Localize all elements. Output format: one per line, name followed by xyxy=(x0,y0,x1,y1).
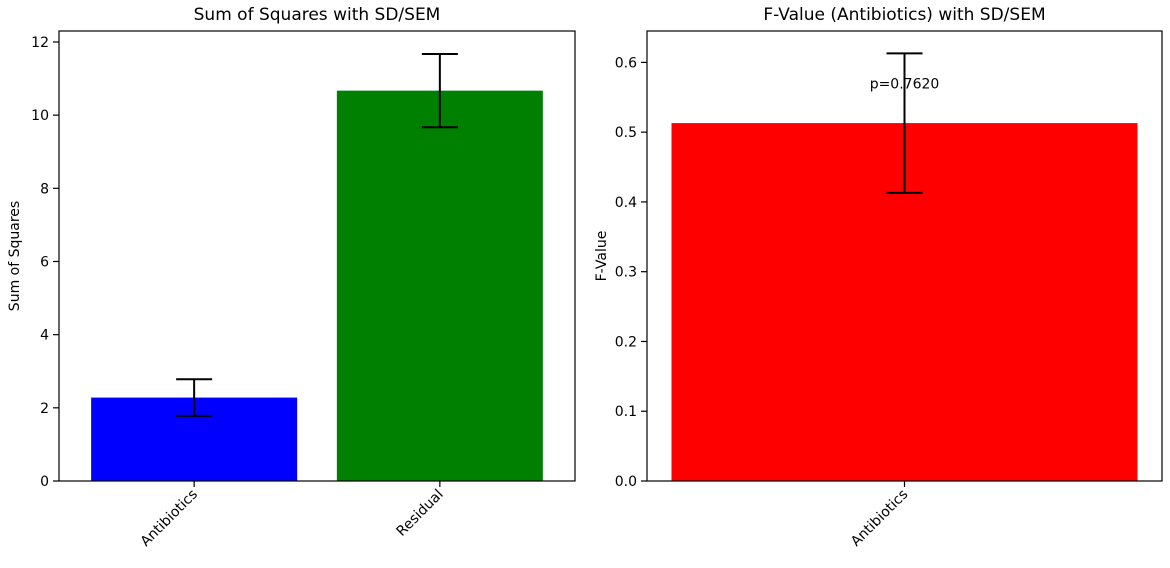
error-bar-antibiotics xyxy=(176,378,213,417)
x-tick-label-antibiotics: Antibiotics xyxy=(848,487,911,550)
y-tick-label: 0.5 xyxy=(615,125,637,141)
y-tick-label: 0 xyxy=(40,474,49,490)
y-tick-label: 0.1 xyxy=(615,404,637,420)
y-tick-label: 8 xyxy=(40,181,49,197)
y-tick-label: 0.4 xyxy=(615,195,637,211)
f-value-chart: F-Value (Antibiotics) with SD/SEM F-Valu… xyxy=(594,5,1163,550)
chart-title: F-Value (Antibiotics) with SD/SEM xyxy=(763,5,1045,25)
y-tick-label: 0.0 xyxy=(615,474,637,490)
x-tick-label-antibiotics: Antibiotics xyxy=(138,487,201,550)
bar-residual xyxy=(336,90,543,481)
y-tick-label: 6 xyxy=(40,254,49,270)
y-axis-label: F-Value xyxy=(594,231,610,282)
y-tick-label: 0.3 xyxy=(615,265,637,281)
plot-area: 0 2 4 6 8 10 12 Antibiotics Residual xyxy=(31,30,576,550)
y-tick-label: 12 xyxy=(31,35,49,51)
sum-of-squares-chart: Sum of Squares with SD/SEM Sum of Square… xyxy=(7,5,576,550)
p-value-annotation: p=0.7620 xyxy=(870,76,940,92)
chart-title: Sum of Squares with SD/SEM xyxy=(194,5,441,25)
y-axis-label: Sum of Squares xyxy=(7,201,23,311)
y-tick-label: 10 xyxy=(31,108,49,124)
y-tick-label: 0.6 xyxy=(615,55,637,71)
error-bar-residual xyxy=(421,53,458,129)
error-bar-antibiotics xyxy=(886,52,923,194)
y-tick-label: 2 xyxy=(40,401,49,417)
x-tick-label-residual: Residual xyxy=(394,487,447,540)
axes-frame xyxy=(58,30,576,482)
y-tick-label: 0.2 xyxy=(615,334,637,350)
plot-area: 0.0 0.1 0.2 0.3 0.4 0.5 0.6 Antibiotics p=0.7620 xyxy=(615,30,1163,550)
y-tick-label: 4 xyxy=(40,328,49,344)
